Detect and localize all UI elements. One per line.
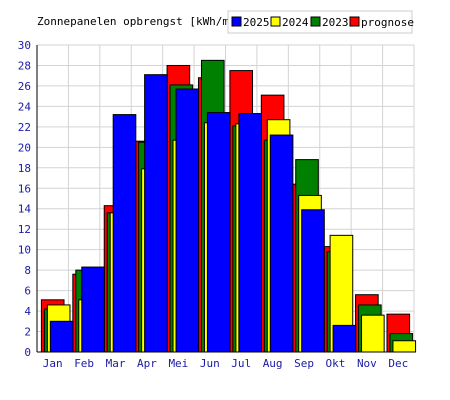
y-tick-label: 26 [18,80,31,93]
bar-2025-okt [332,324,357,353]
x-tick-label: Jul [231,357,251,370]
bar-2024-nov [361,314,385,353]
bar-2025-jan [49,320,74,353]
bar-2024-dec [392,340,417,353]
bar-2025-mei [175,88,200,353]
bar-2025-sep [301,209,325,353]
y-tick-label: 24 [18,100,32,113]
chart-title: Zonnepanelen opbrengst [kWh/m2] [37,15,242,28]
legend-label-2023: 2023 [322,16,349,29]
y-tick-label: 10 [18,244,31,257]
x-tick-label: Mar [106,357,126,370]
bar-2025-jul [238,113,262,353]
x-tick-label: Sep [294,357,314,370]
y-tick-label: 16 [18,182,31,195]
legend-swatch-prognose [349,16,360,27]
y-tick-label: 6 [24,285,31,298]
x-tick-label: Dec [388,357,408,370]
axes [36,45,414,353]
legend-swatch-2025 [231,16,242,27]
legend-label-2025: 2025 [243,16,270,29]
y-tick-label: 20 [18,141,31,154]
legend-swatch-2024 [270,16,281,27]
x-tick-label: Mei [168,357,188,370]
y-tick-label: 12 [18,223,31,236]
x-tick-label: Aug [263,357,283,370]
y-tick-label: 18 [18,162,31,175]
x-tick-label: Nov [357,357,377,370]
bars [40,59,417,353]
x-tick-label: Okt [326,357,346,370]
bar-2025-apr [144,74,168,353]
y-tick-label: 2 [24,326,31,339]
x-tick-label: Feb [74,357,94,370]
y-tick-label: 30 [18,39,31,52]
y-tick-label: 0 [24,346,31,359]
bar-2025-feb [81,266,105,353]
y-tick-label: 8 [24,264,31,277]
x-axis-ticks: Jan Feb Mar Apr Mei Jun Jul Aug Sep Okt Nov Dec [43,357,408,370]
y-tick-label: 14 [18,203,32,216]
y-tick-label: 22 [18,121,31,134]
legend: 2025 2024 2023 prognose [227,10,414,34]
y-tick-label: 4 [24,305,31,318]
legend-label-2024: 2024 [282,16,309,29]
y-tick-label: 28 [18,59,31,72]
x-tick-label: Jan [43,357,63,370]
x-tick-label: Apr [137,357,157,370]
bar-2025-aug [269,134,294,353]
legend-label-prognose: prognose [361,16,414,29]
x-tick-label: Jun [200,357,220,370]
bar-2025-jun [206,112,231,353]
legend-swatch-2023 [310,16,321,27]
bar-2025-mar [112,114,137,353]
